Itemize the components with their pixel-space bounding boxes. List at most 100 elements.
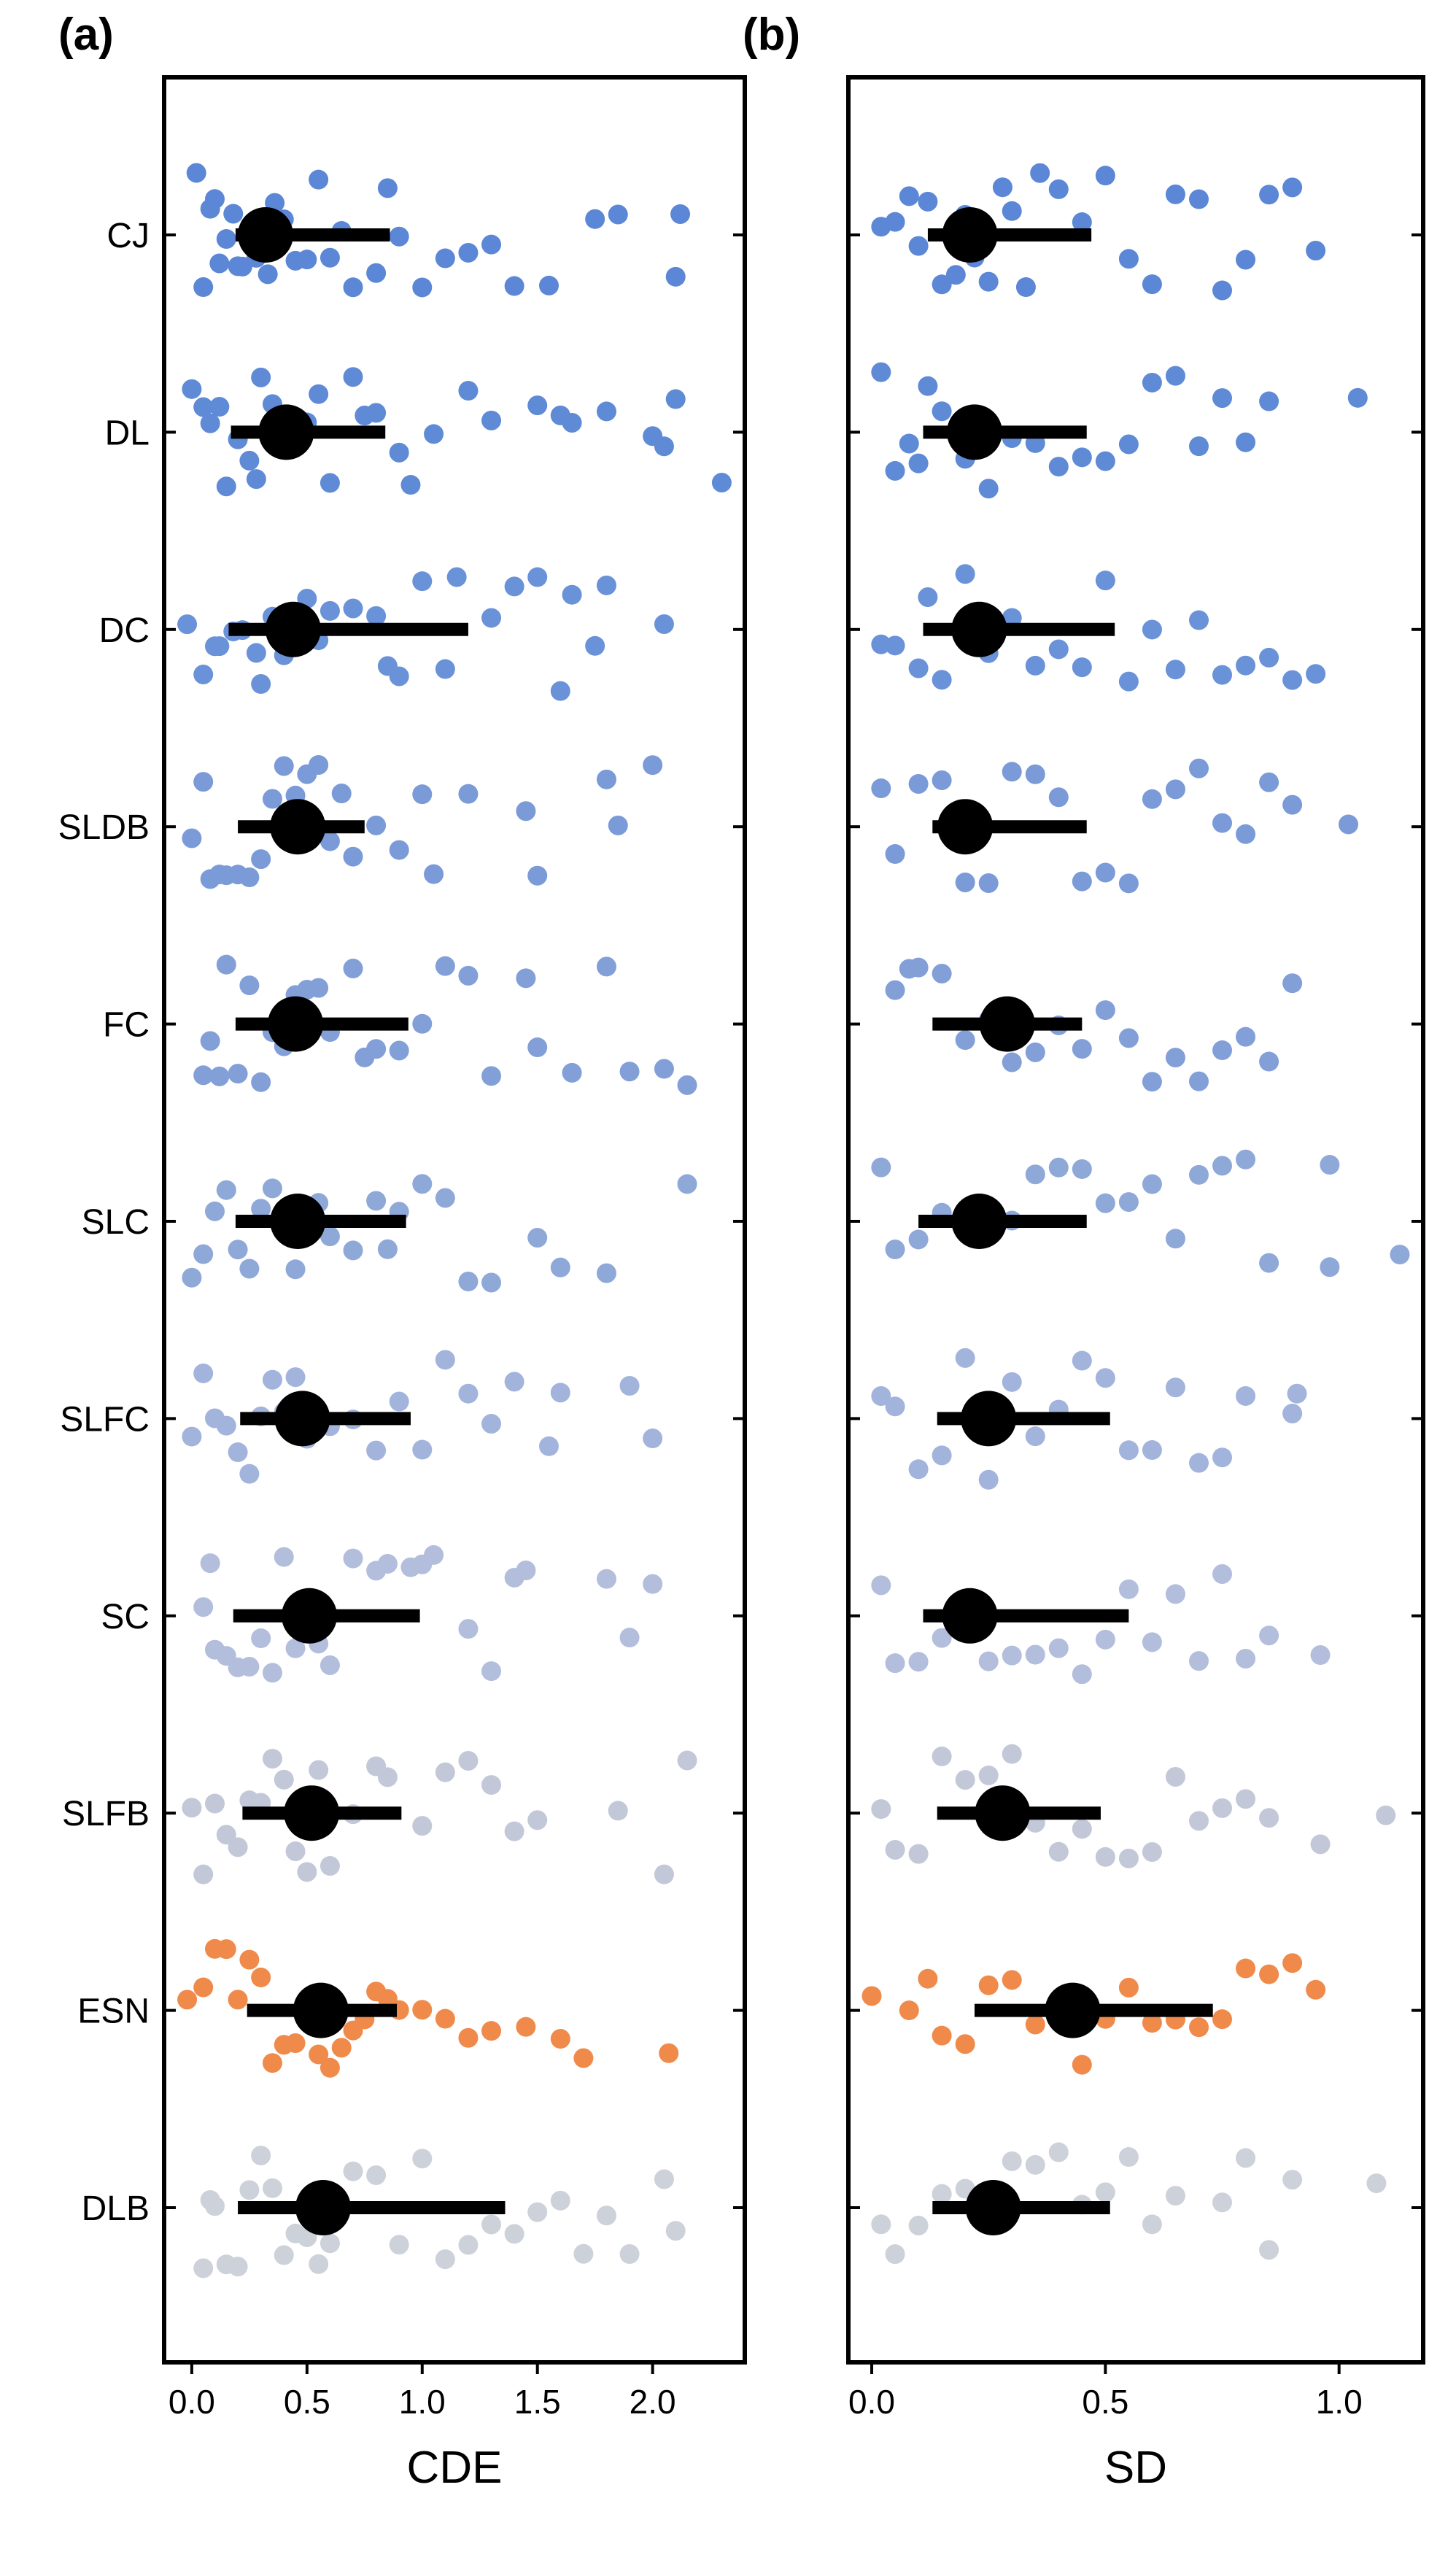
y-tick-label: SLC <box>82 1203 150 1242</box>
data-point <box>527 395 548 416</box>
data-point <box>251 849 271 870</box>
data-point <box>331 2038 352 2058</box>
data-point <box>1002 1372 1022 1392</box>
data-point <box>435 248 455 268</box>
data-point <box>481 1775 502 1795</box>
data-point <box>1165 1584 1185 1604</box>
panel-label: (a) <box>58 9 114 60</box>
data-point <box>1030 163 1050 183</box>
data-point <box>573 2048 594 2068</box>
data-point <box>885 844 905 865</box>
data-point <box>228 1442 248 1463</box>
data-point <box>1236 1958 1256 1979</box>
series-SLC <box>182 1174 697 1293</box>
data-point <box>932 2025 952 2046</box>
data-point <box>1188 1453 1209 1473</box>
data-point <box>1025 764 1045 784</box>
data-point <box>389 840 409 860</box>
data-point <box>389 442 409 463</box>
data-point <box>1188 610 1209 630</box>
median-marker <box>965 2180 1021 2235</box>
data-point <box>182 379 202 399</box>
x-tick-label: 1.5 <box>514 2383 561 2421</box>
y-tick-label: SLFB <box>62 1795 150 1833</box>
data-point <box>1259 1625 1279 1646</box>
data-point <box>504 1821 524 1841</box>
data-point <box>1095 1847 1115 1867</box>
data-point <box>320 1655 340 1675</box>
data-point <box>412 1174 433 1194</box>
x-tick-label: 0.5 <box>284 2383 330 2421</box>
data-point <box>1002 608 1022 628</box>
data-point <box>251 674 271 695</box>
data-point <box>389 2235 409 2255</box>
data-point <box>527 865 548 886</box>
data-point <box>458 965 479 986</box>
data-point <box>1048 179 1069 199</box>
data-point <box>871 2214 891 2235</box>
data-point <box>1095 1193 1115 1213</box>
data-point <box>1118 2147 1139 2168</box>
data-point <box>193 397 214 417</box>
data-point <box>320 247 340 268</box>
data-point <box>932 670 952 690</box>
data-point <box>481 1066 502 1086</box>
data-point <box>458 2027 479 2048</box>
data-point <box>435 659 455 679</box>
data-point <box>1002 1052 1022 1072</box>
data-point <box>619 1062 640 1082</box>
series-SLDB <box>182 754 663 889</box>
data-point <box>585 209 605 229</box>
data-point <box>550 1257 570 1277</box>
data-point <box>285 1367 306 1388</box>
data-point <box>446 567 467 587</box>
series-SLDB <box>871 758 1358 894</box>
data-point <box>1212 280 1233 301</box>
data-point <box>885 1839 905 1860</box>
data-point <box>1320 1257 1340 1277</box>
data-point <box>435 1762 455 1782</box>
data-point <box>216 954 236 975</box>
data-point <box>343 958 363 978</box>
data-point <box>435 2009 455 2029</box>
data-point <box>1142 619 1162 640</box>
data-point <box>871 1385 891 1406</box>
data-point <box>1142 1072 1162 1092</box>
data-point <box>908 1459 929 1480</box>
median-marker <box>979 996 1035 1052</box>
panel-label: (b) <box>743 9 800 60</box>
median-marker <box>946 404 1002 460</box>
data-point <box>1025 1426 1045 1447</box>
data-point <box>1002 762 1022 782</box>
data-point <box>458 1750 479 1771</box>
median-marker <box>282 1588 337 1644</box>
y-tick-label: DL <box>105 414 150 452</box>
data-point <box>1259 185 1279 205</box>
data-point <box>320 831 340 851</box>
data-point <box>550 2190 570 2211</box>
data-point <box>1212 813 1233 833</box>
data-point <box>677 1750 697 1771</box>
data-point <box>309 169 329 190</box>
x-axis-label: SD <box>1104 2443 1167 2493</box>
data-point <box>1095 571 1115 591</box>
data-point <box>1282 1403 1303 1423</box>
data-point <box>1015 277 1036 298</box>
data-point <box>585 635 605 656</box>
data-point <box>182 1798 202 1818</box>
data-point <box>504 2224 524 2244</box>
data-point <box>1118 434 1139 455</box>
data-point <box>978 479 999 499</box>
data-point <box>309 1760 329 1780</box>
data-point <box>1165 779 1185 800</box>
data-point <box>711 473 732 493</box>
data-point <box>182 828 202 848</box>
data-point <box>343 846 363 867</box>
data-point <box>1118 1848 1139 1868</box>
axes-frame <box>162 75 747 2365</box>
data-point <box>481 234 502 255</box>
median-marker <box>1045 1982 1101 2038</box>
median-marker <box>268 996 324 1052</box>
data-point <box>1259 1808 1279 1828</box>
y-tick-label: DLB <box>82 2189 150 2228</box>
